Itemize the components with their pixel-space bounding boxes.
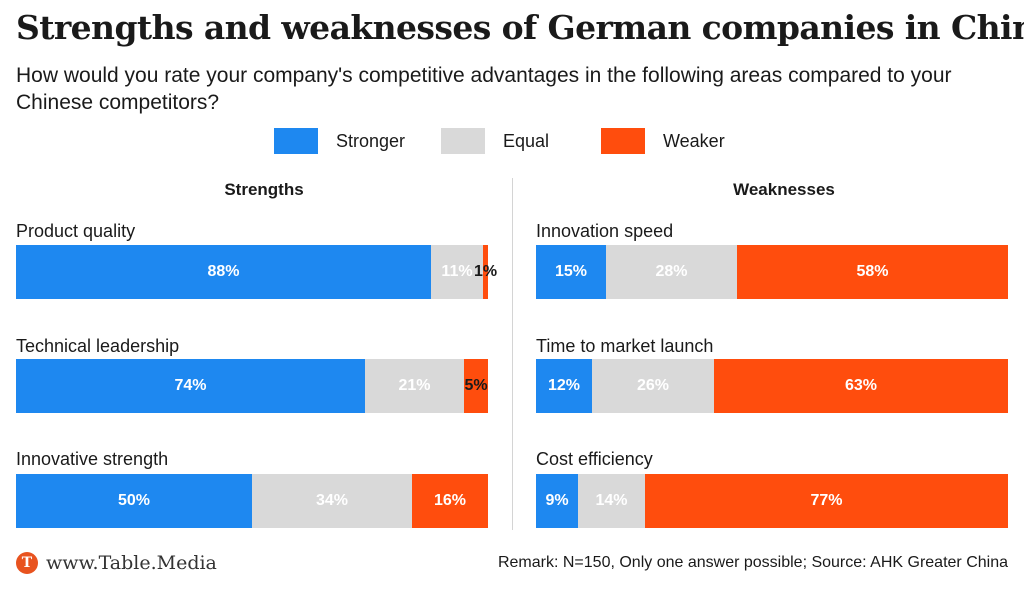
data-label: 58% — [856, 263, 889, 280]
bar-segment-equal: 34% — [252, 474, 412, 528]
logo-text: www.Table.Media — [46, 552, 217, 574]
stacked-bar: 50% 34% 16% — [16, 474, 488, 528]
bar-segment-stronger: 15% — [536, 245, 606, 299]
bar-segment-stronger: 74% — [16, 359, 365, 413]
bar-segment-weaker: 58% — [737, 245, 1008, 299]
data-label: 50% — [117, 492, 151, 509]
data-label: 34% — [315, 492, 349, 509]
data-label: 11% — [441, 263, 473, 280]
legend-swatch-weaker — [601, 128, 645, 154]
bar-segment-weaker: 5% — [464, 359, 488, 413]
bar-segment-stronger: 9% — [536, 474, 578, 528]
row-label: Innovative strength — [16, 449, 169, 469]
data-label: 9% — [545, 492, 569, 509]
row-label: Cost efficiency — [536, 449, 653, 469]
bar-segment-equal: 14% — [578, 474, 645, 528]
row-label: Technical leadership — [16, 336, 180, 356]
stacked-bar: 88% 11% 1% — [16, 245, 497, 299]
bar-segment-equal: 26% — [592, 359, 714, 413]
data-label: 5% — [464, 377, 488, 394]
logo-icon: T — [16, 552, 38, 574]
chart-subtitle: How would you rate your company's compet… — [16, 64, 952, 114]
legend-item-stronger: Stronger — [274, 128, 405, 154]
bar-segment-stronger: 50% — [16, 474, 252, 528]
bar-segment-stronger: 12% — [536, 359, 592, 413]
data-label: 28% — [655, 263, 688, 280]
legend-item-equal: Equal — [441, 128, 549, 154]
source-note: Remark: N=150, Only one answer possible;… — [497, 554, 1008, 571]
data-label: 16% — [433, 492, 467, 509]
legend: Stronger Equal Weaker — [0, 128, 1024, 154]
panel-title-strengths: Strengths — [224, 180, 304, 199]
data-label: 21% — [398, 377, 431, 394]
data-label: 26% — [636, 377, 670, 394]
data-label: 12% — [547, 377, 581, 394]
stacked-bar: 9% 14% 77% — [536, 474, 1008, 528]
bar-segment-equal: 28% — [606, 245, 737, 299]
stacked-bar: 15% 28% 58% — [536, 245, 1008, 299]
data-label: 1% — [473, 263, 498, 280]
bar-segment-weaker: 63% — [714, 359, 1008, 413]
stacked-bar: 12% 26% 63% — [536, 359, 1008, 413]
legend-swatch-stronger — [274, 128, 318, 154]
row-label: Innovation speed — [536, 221, 674, 241]
data-label: 15% — [554, 263, 588, 280]
data-label: 14% — [595, 492, 628, 509]
panel-title-weaknesses: Weaknesses — [733, 180, 835, 199]
table-media-logo: T www.Table.Media — [16, 552, 217, 574]
data-label: 74% — [174, 377, 207, 394]
bar-segment-weaker: 77% — [645, 474, 1008, 528]
row-label: Product quality — [16, 221, 136, 241]
bar-segment-equal: 21% — [365, 359, 464, 413]
panel-divider — [512, 178, 513, 530]
legend-swatch-equal — [441, 128, 485, 154]
data-label: 63% — [844, 377, 878, 394]
data-label: 88% — [207, 263, 240, 280]
data-label: 77% — [810, 492, 843, 509]
bar-segment-weaker: 16% — [412, 474, 488, 528]
legend-label-weaker: Weaker — [663, 130, 725, 151]
chart-title: Strengths and weaknesses of German compa… — [16, 8, 1024, 47]
legend-label-stronger: Stronger — [336, 130, 406, 151]
bar-segment-weaker: 1% — [474, 245, 497, 299]
legend-item-weaker: Weaker — [601, 128, 725, 154]
bar-segment-stronger: 88% — [16, 245, 431, 299]
legend-label-equal: Equal — [503, 130, 550, 151]
row-label: Time to market launch — [536, 336, 714, 356]
stacked-bar: 74% 21% 5% — [16, 359, 488, 413]
bar-segment-equal: 11% — [431, 245, 483, 299]
